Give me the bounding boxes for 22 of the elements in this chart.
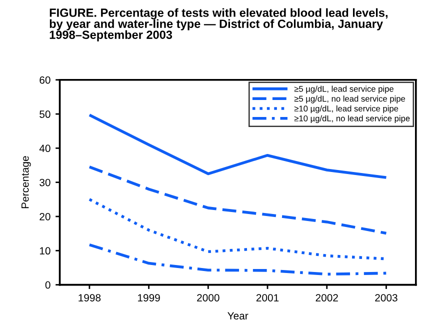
y-tick-label: 0 (45, 281, 50, 289)
x-tick-label: 1998 (78, 294, 101, 302)
line-series (88, 166, 388, 235)
x-tick-label: 2003 (375, 294, 398, 302)
y-tick-label: 50 (40, 110, 50, 118)
y-axis-title: Percentage (22, 156, 31, 208)
x-tick-label: 1999 (138, 294, 160, 302)
line-series (88, 243, 388, 276)
y-tick-label: 60 (40, 76, 50, 84)
y-tick-label: 40 (39, 144, 50, 152)
y-tick-label: 30 (40, 178, 50, 186)
legend-label: ≥5 µg/dL, lead service pipe (294, 86, 394, 94)
x-tick-label: 2002 (316, 294, 338, 302)
legend-label: ≥10 µg/dL, no lead service pipe (294, 115, 410, 124)
x-tick-label: 2000 (197, 294, 220, 302)
legend-label: ≥10 µg/dL, lead service pipe (294, 105, 398, 114)
chart-title: FIGURE. Percentage of tests with elevated blood lead levels, by year and water-line type — District of Columbia, January 1998–September 2003 (50, 8, 388, 42)
x-tick-label: 2001 (256, 294, 279, 302)
x-axis-title: Year (228, 312, 248, 320)
legend-label: ≥5 µg/dL, no lead service pipe (294, 96, 406, 104)
y-tick-label: 20 (40, 212, 50, 220)
y-tick-label: 10 (40, 247, 50, 255)
